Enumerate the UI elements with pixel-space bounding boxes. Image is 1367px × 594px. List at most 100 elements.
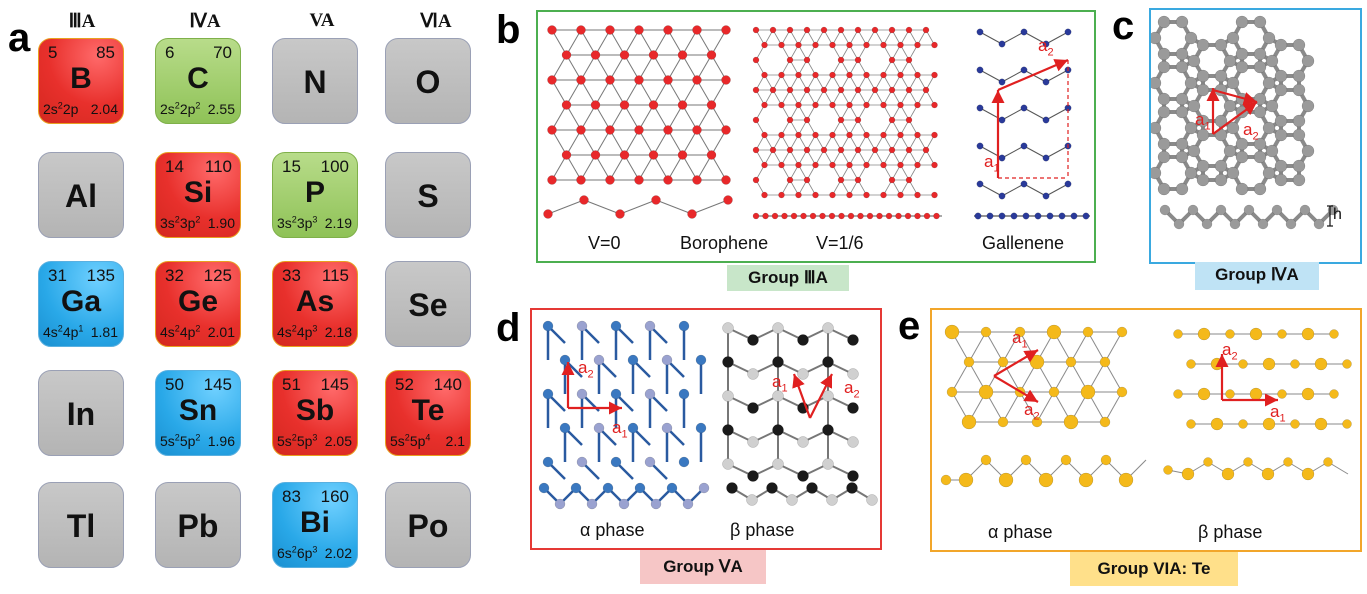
phosphorus-atom (822, 424, 834, 436)
phosphorus-atom (634, 482, 646, 494)
boron-atom (752, 176, 760, 184)
boron-atom (752, 26, 760, 34)
bond (624, 54, 640, 81)
boron-atom (706, 50, 717, 60)
boron-atom (721, 175, 731, 185)
element-symbol: Si (183, 176, 213, 209)
tellurium-atom (1342, 359, 1352, 369)
gallium-atom (1042, 154, 1050, 162)
boron-atom (933, 212, 940, 220)
phosphorus-atom (722, 458, 734, 470)
element-tile-b: B 5 85 2s22p 2.04 (38, 38, 124, 124)
bond (711, 54, 727, 81)
boron-atom (871, 26, 879, 34)
phosphorus-atom (542, 320, 554, 332)
tellurium-atom (963, 356, 975, 368)
boron-atom (786, 26, 794, 34)
boron-atom (706, 150, 717, 160)
boron-atom (888, 146, 896, 154)
silicon-atom (1292, 83, 1306, 97)
silicon-atom (1301, 99, 1315, 113)
silicon-atom (1253, 60, 1267, 74)
silicon-atom (1274, 173, 1288, 187)
silicon-atom (1235, 60, 1249, 74)
boron-atom (905, 86, 913, 94)
tellurium-atom (1063, 414, 1079, 430)
vector-a1-c: a1 (1195, 110, 1211, 133)
panel-label-c: c (1112, 4, 1135, 48)
label-v0: V=0 (588, 233, 621, 253)
silicon-atom (1301, 144, 1315, 158)
lattice-vector-arrow (993, 349, 1039, 377)
tellurium-atom (1020, 454, 1032, 466)
bond (682, 54, 698, 81)
tellurium-atom (1038, 472, 1054, 488)
silicon-atom (1262, 76, 1276, 90)
panel-b-frame: V=0 Borophene V=1/6 Gallenene a2 a1 (536, 10, 1096, 263)
bond (682, 154, 698, 181)
tellurium-atom (1099, 416, 1111, 428)
tellurium-atom (1314, 417, 1328, 431)
element-symbol: N (303, 64, 327, 100)
boron-atom (863, 101, 870, 109)
boron-atom (692, 25, 702, 35)
panel-d-structures (538, 320, 878, 510)
panel-e-frame: α phase β phase a1 a2 a2 a1 (930, 308, 1362, 552)
boron-atom (723, 195, 733, 205)
tellurium-atom (940, 474, 952, 486)
bond (696, 79, 712, 106)
tellurium-atom (998, 472, 1014, 488)
phosphorus-atom (722, 322, 734, 334)
silicon-atom (1196, 159, 1210, 173)
vector-a2-b: a2 (1038, 36, 1054, 59)
panel-c-structures (1151, 15, 1339, 230)
electron-configuration: 5s25p4 (390, 432, 431, 449)
silicon-atom (1151, 31, 1162, 45)
atomic-number: 5 (48, 43, 58, 62)
tellurium-atom (1277, 389, 1287, 399)
gallium-atom (998, 40, 1006, 48)
electron-configuration: 3s23p3 (277, 214, 318, 231)
bond (667, 129, 683, 156)
silicon-atom (1175, 92, 1189, 106)
phosphorus-atom (822, 356, 834, 368)
tellurium-bond (1087, 331, 1106, 363)
silicon-atom (1151, 121, 1162, 135)
boron-atom (897, 161, 904, 169)
phosphorus-atom (747, 334, 759, 346)
silicon-atom (1187, 204, 1199, 216)
boron-atom (605, 125, 615, 135)
phosphorus-atom (747, 368, 759, 380)
boron-atom (778, 131, 785, 139)
tellurium-atom (1197, 387, 1211, 401)
boron-atom (931, 71, 938, 79)
bond (1001, 145, 1025, 159)
gallium-atom (1082, 212, 1090, 220)
phosphorus-atom (627, 354, 639, 366)
phosphorus-atom (661, 354, 673, 366)
phosphorus-atom (593, 422, 605, 434)
tag-group-5a: Group ⅤA (640, 550, 766, 584)
boron-atom (846, 191, 853, 199)
silicon-atom (1313, 218, 1325, 230)
element-tile-te: Te 52 140 5s25p4 2.1 (385, 370, 471, 456)
silicon-atom (1253, 15, 1267, 29)
tellurium-bond (1104, 391, 1123, 423)
silicon-atom (1253, 137, 1267, 151)
boron-atom (857, 212, 864, 220)
bond (1045, 69, 1069, 83)
phosphorus-atom (722, 356, 734, 368)
phosphorus-atom (695, 422, 707, 434)
atomic-number: 50 (165, 375, 184, 394)
boron-atom (829, 101, 836, 109)
bond (551, 104, 567, 131)
phosphorus-atom (766, 482, 778, 494)
electronegativity: 2.55 (207, 101, 235, 117)
boron-atom (761, 191, 768, 199)
bond (682, 104, 698, 131)
boron-atom (761, 41, 768, 49)
boron-atom (871, 146, 879, 154)
bond (667, 79, 683, 106)
silicon-atom (1173, 218, 1185, 230)
tellurium-atom (978, 384, 994, 400)
